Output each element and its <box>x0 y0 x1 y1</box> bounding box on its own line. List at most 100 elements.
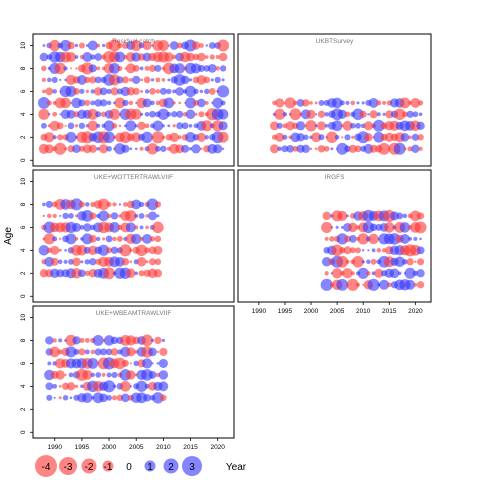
residual-bubble <box>99 99 108 107</box>
residual-bubble <box>154 145 161 152</box>
residual-bubble <box>376 112 381 117</box>
residual-bubble <box>126 87 136 96</box>
residual-bubble <box>221 147 225 151</box>
residual-bubble <box>156 214 160 218</box>
residual-bubble <box>321 221 333 233</box>
residual-bubble <box>45 336 54 345</box>
residual-bubble <box>88 235 97 243</box>
residual-bubble <box>406 110 414 118</box>
residual-bubble <box>63 259 68 264</box>
residual-bubble <box>382 100 387 105</box>
residual-bubble <box>52 338 57 343</box>
residual-bubble <box>59 214 62 217</box>
residual-bubble <box>418 146 423 151</box>
residual-bubble <box>159 87 167 95</box>
residual-bubble <box>73 88 80 95</box>
residual-bubble <box>66 382 76 391</box>
residual-bubble <box>416 281 425 289</box>
panel-5: UKE+WBEAMTRAWLVIIF 0 2 4 6 8 10 1990 1995 2000 200… <box>20 305 235 451</box>
residual-bubble <box>134 213 139 218</box>
residual-bubble <box>106 88 112 95</box>
panel-frame <box>32 33 235 167</box>
residual-bubble <box>171 54 177 60</box>
legend-label: -3 <box>64 462 73 473</box>
residual-bubble <box>94 53 103 61</box>
residual-bubble <box>414 221 427 234</box>
residual-bubble <box>303 134 309 141</box>
residual-bubble <box>181 144 190 153</box>
residual-bubble <box>112 202 117 207</box>
residual-bubble <box>153 269 163 278</box>
residual-bubble <box>348 222 358 233</box>
residual-bubble <box>68 213 74 219</box>
residual-bubble <box>334 135 340 140</box>
residual-bubble <box>410 97 421 108</box>
residual-bubble <box>140 89 144 93</box>
legend-label: -2 <box>85 462 94 473</box>
residual-bubble <box>125 63 136 74</box>
residual-bubble <box>78 42 85 49</box>
residual-bubble <box>132 65 140 72</box>
bubbles <box>44 334 169 404</box>
residual-bubble <box>79 337 85 343</box>
residual-bubble <box>368 233 379 245</box>
residual-bubble <box>275 98 285 108</box>
panels-layer: Residual catch0246810UKBTSurveyUKE+WOTTE… <box>20 33 432 451</box>
residual-bubble <box>172 124 176 128</box>
residual-bubble <box>88 144 97 153</box>
residual-bubble <box>270 121 279 131</box>
residual-bubble <box>396 212 404 220</box>
residual-bubble <box>80 260 84 264</box>
residual-bubble <box>69 396 73 400</box>
residual-bubble <box>411 144 420 153</box>
residual-bubble <box>176 110 184 118</box>
residual-bubble <box>94 99 102 107</box>
residual-bubble <box>110 212 119 220</box>
residual-bubble <box>367 249 370 252</box>
residual-bubble <box>114 51 126 63</box>
residual-bubble <box>402 111 408 118</box>
residual-bubble <box>275 132 285 142</box>
residual-bubble <box>73 348 80 355</box>
residual-bubble <box>81 233 93 245</box>
residual-bubble <box>46 394 53 401</box>
legend-bubble <box>182 456 202 476</box>
residual-bubble <box>335 225 339 229</box>
residual-bubble <box>69 67 73 70</box>
residual-bubble <box>145 260 149 264</box>
residual-bubble <box>55 370 65 380</box>
legend-label: 1 <box>147 462 153 473</box>
residual-bubble <box>349 247 356 254</box>
residual-bubble <box>152 221 164 234</box>
residual-bubble <box>350 271 355 276</box>
residual-bubble <box>126 370 136 380</box>
residual-bubble <box>342 120 353 131</box>
residual-bubble <box>119 244 132 257</box>
legend-label: 2 <box>168 462 174 473</box>
residual-bubble <box>120 380 131 392</box>
residual-bubble <box>384 222 395 233</box>
residual-bubble <box>357 267 369 279</box>
residual-bubble <box>64 124 67 127</box>
residual-bubble <box>103 131 115 144</box>
legend-bubble <box>35 455 57 477</box>
residual-bubble <box>331 97 343 109</box>
residual-bubble <box>149 110 156 118</box>
y-tick-label: 4 <box>20 112 27 116</box>
y-tick-label: 10 <box>20 177 27 185</box>
panel-2: UKBTSurvey <box>237 33 432 167</box>
residual-bubble <box>78 348 86 356</box>
residual-bubble <box>148 258 157 266</box>
residual-bubble <box>361 249 365 252</box>
residual-bubble <box>282 112 288 117</box>
y-tick-label: 0 <box>20 294 27 298</box>
residual-bubble <box>172 101 176 105</box>
residual-bubble <box>60 39 72 52</box>
residual-bubble <box>352 255 364 268</box>
residual-bubble <box>151 131 165 144</box>
residual-bubble <box>331 268 343 279</box>
bubbles <box>38 198 164 280</box>
residual-bubble <box>361 260 365 264</box>
residual-bubble <box>374 268 384 278</box>
residual-bubble <box>188 147 193 151</box>
